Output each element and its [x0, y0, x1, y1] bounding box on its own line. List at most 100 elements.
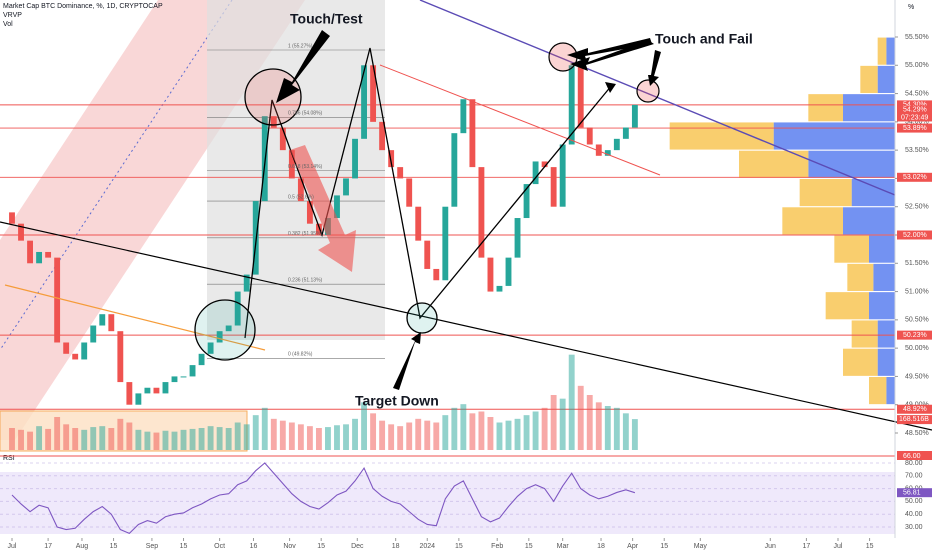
x-tick-label: Mar: [557, 543, 570, 550]
candle: [577, 65, 584, 128]
candle: [406, 178, 413, 207]
fib-label: 0 (49.82%): [288, 352, 313, 358]
candle: [397, 167, 404, 179]
volume-bar: [415, 418, 422, 450]
candle: [36, 251, 43, 264]
label-bg: [897, 488, 932, 498]
fib-label: 0.786 (54.08%): [288, 111, 323, 117]
candle: [279, 127, 286, 151]
volume-bar: [352, 418, 358, 450]
level-label: 48.92%: [903, 406, 927, 413]
indicator: VRVP: [3, 12, 22, 19]
fib-label: 1 (55.27%): [288, 43, 313, 49]
circle: [636, 79, 660, 103]
volume-bar: [207, 426, 214, 450]
volume-bar: [505, 420, 512, 450]
x-tick-label: 15: [317, 543, 325, 550]
volume-bar: [460, 404, 467, 450]
rsi-last-label: 56.81: [903, 490, 921, 497]
level-label: 50.23%: [903, 332, 927, 339]
arrow: [393, 332, 421, 390]
y-tick-label: 50.50%: [905, 317, 929, 324]
candle: [613, 138, 620, 151]
indicator: Vol: [3, 21, 13, 28]
candle: [568, 65, 575, 145]
volume-bar: [523, 415, 530, 450]
candle: [63, 342, 70, 354]
candle: [90, 325, 97, 343]
volume-bar: [171, 431, 178, 450]
volume-bar: [45, 428, 52, 450]
fib-label: 0.618 (53.14%): [288, 164, 323, 170]
candle: [153, 387, 160, 394]
candle: [288, 150, 295, 179]
y-tick-label: 54.00%: [905, 119, 929, 126]
x-tick-label: 15: [525, 543, 533, 550]
volume-bar: [108, 428, 115, 450]
x-tick-label: Oct: [214, 543, 225, 550]
candle: [460, 99, 467, 134]
y-tick-label: 52.50%: [905, 204, 929, 211]
volume-bar: [595, 402, 602, 450]
trendline: [0, 221, 932, 431]
profile-down: [869, 292, 895, 320]
label-bg: [897, 105, 932, 122]
y-tick-label: 51.50%: [905, 260, 929, 267]
profile-down: [843, 94, 895, 122]
last-price-label: 54.29%: [903, 106, 927, 113]
level-label: 53.02%: [903, 174, 927, 181]
candle: [352, 138, 358, 179]
candle: [586, 127, 593, 145]
candle: [45, 251, 52, 258]
candle: [334, 195, 340, 219]
y-tick-label: 49.50%: [905, 373, 929, 380]
candle: [270, 116, 277, 128]
x-tick-label: Jul: [834, 543, 843, 550]
orange-line: [4, 284, 266, 351]
candle: [72, 353, 79, 360]
candle: [234, 291, 241, 326]
y-tick-label: 55.50%: [905, 34, 929, 41]
volume-bar: [577, 385, 584, 450]
candle: [379, 121, 386, 151]
profile-up: [847, 263, 874, 292]
volume-bar: [288, 422, 295, 450]
volume-bar: [189, 428, 196, 450]
volume-bar: [496, 422, 503, 450]
profile-up: [851, 320, 878, 348]
candle: [225, 325, 232, 332]
x-tick-label: 15: [866, 543, 874, 550]
level-label: 52.00%: [903, 232, 927, 239]
rsi-tick-label: 30.00: [905, 524, 923, 531]
rsi-label: RSI: [3, 455, 15, 462]
candle: [451, 133, 458, 207]
volume-bar: [234, 422, 241, 450]
candle: [496, 285, 503, 292]
volume-bar: [586, 395, 593, 450]
x-tick-label: Feb: [491, 543, 503, 550]
volume-bar: [613, 407, 620, 450]
x-tick-label: Jun: [765, 543, 776, 550]
volume-bar: [252, 415, 259, 450]
volume-bar: [180, 429, 187, 450]
candle: [189, 365, 196, 377]
candle: [469, 99, 476, 168]
volume-bar: [532, 411, 539, 450]
volume-bar: [135, 429, 142, 450]
candle: [243, 274, 250, 292]
profile-up: [669, 122, 774, 150]
volume-bar: [315, 428, 322, 450]
circle: [194, 299, 256, 361]
candle: [532, 161, 539, 185]
profile-down: [873, 263, 895, 292]
x-tick-label: 15: [110, 543, 118, 550]
profile-down: [877, 348, 895, 376]
x-tick-label: 15: [660, 543, 668, 550]
x-tick-label: May: [694, 543, 708, 550]
candle: [18, 223, 24, 241]
y-tick-label: 51.00%: [905, 288, 929, 295]
candle: [171, 376, 178, 383]
candle: [343, 178, 349, 196]
volume-bar: [270, 418, 277, 450]
